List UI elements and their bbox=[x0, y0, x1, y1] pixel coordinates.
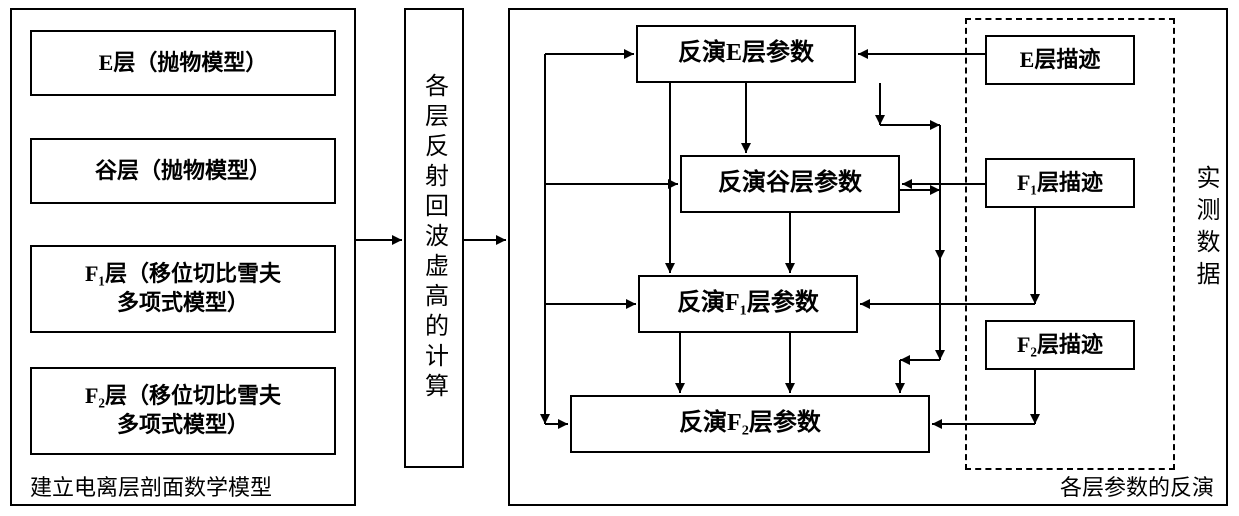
trace-label: 实测数据 bbox=[1188, 165, 1223, 293]
left-panel-caption: 建立电离层剖面数学模型 bbox=[30, 470, 272, 502]
inv-f2-text: 反演F₂层参数 bbox=[679, 408, 821, 439]
trace-f2-text: F₂层描迹 bbox=[1017, 331, 1103, 360]
box-f2-l1: F₂层（移位切比雪夫 bbox=[85, 382, 281, 411]
inv-e-box: 反演E层参数 bbox=[636, 25, 856, 83]
box-f1-layer: F₁层（移位切比雪夫 多项式模型） bbox=[30, 245, 336, 333]
inv-valley-text: 反演谷层参数 bbox=[718, 168, 862, 199]
inv-valley-box: 反演谷层参数 bbox=[680, 155, 900, 213]
trace-e-text: E层描迹 bbox=[1020, 46, 1101, 75]
inv-f2-box: 反演F₂层参数 bbox=[570, 395, 930, 453]
box-valley-layer: 谷层（抛物模型） bbox=[30, 138, 336, 204]
trace-f2-box: F₂层描迹 bbox=[985, 320, 1135, 370]
trace-f1-text: F₁层描迹 bbox=[1017, 169, 1103, 198]
trace-f1-box: F₁层描迹 bbox=[985, 158, 1135, 208]
box-f1-l2: 多项式模型） bbox=[117, 289, 249, 318]
box-f2-l2: 多项式模型） bbox=[117, 411, 249, 440]
inv-e-text: 反演E层参数 bbox=[678, 38, 814, 69]
right-panel-caption: 各层参数的反演 bbox=[1060, 470, 1214, 502]
mid-box-text: 各层反射回波虚高的计算 bbox=[417, 73, 452, 403]
box-f2-layer: F₂层（移位切比雪夫 多项式模型） bbox=[30, 367, 336, 455]
mid-box: 各层反射回波虚高的计算 bbox=[404, 8, 464, 468]
inv-f1-text: 反演F₁层参数 bbox=[677, 288, 819, 319]
inv-f1-box: 反演F₁层参数 bbox=[638, 275, 858, 333]
box-e-layer-text: E层（抛物模型） bbox=[99, 49, 268, 78]
box-valley-layer-text: 谷层（抛物模型） bbox=[95, 157, 271, 186]
box-e-layer: E层（抛物模型） bbox=[30, 30, 336, 96]
box-f1-l1: F₁层（移位切比雪夫 bbox=[85, 260, 281, 289]
trace-panel bbox=[965, 18, 1175, 470]
trace-e-box: E层描迹 bbox=[985, 35, 1135, 85]
